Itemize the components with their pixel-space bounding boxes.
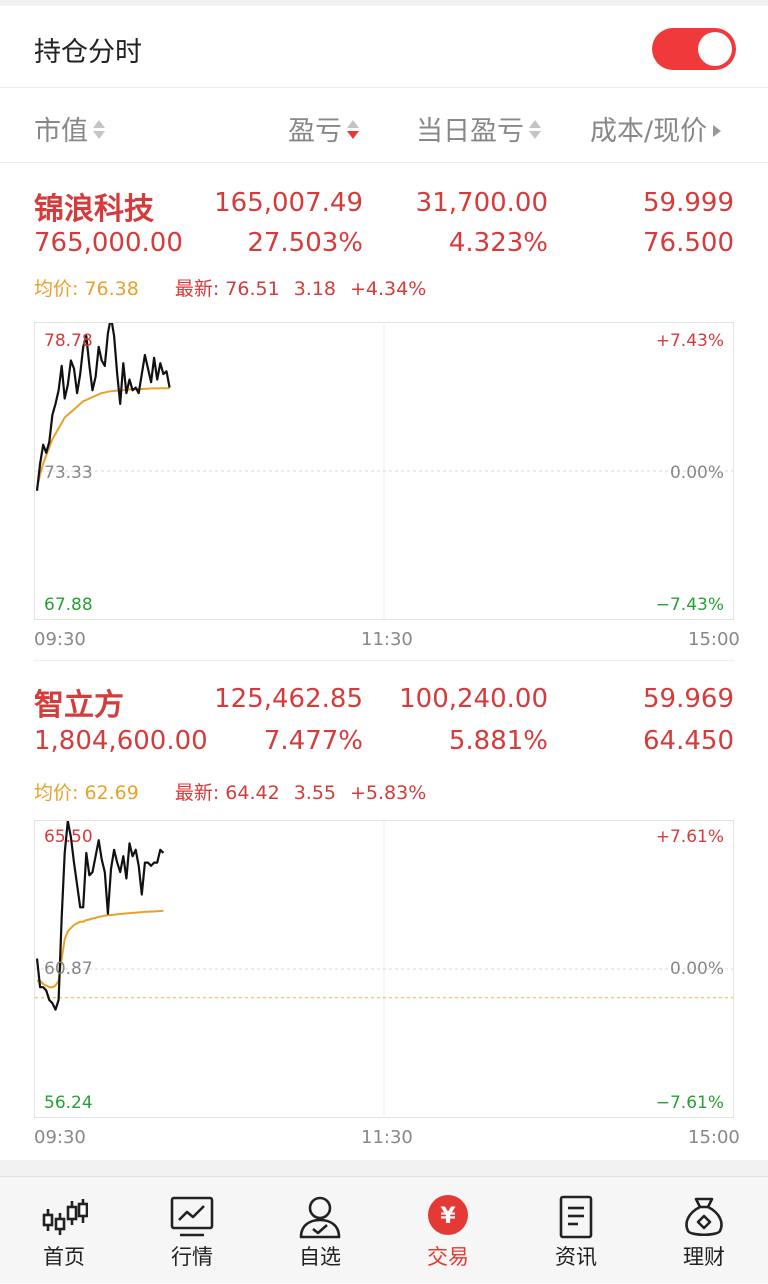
intraday-toggle[interactable] (652, 28, 736, 70)
time-end: 15:00 (688, 1127, 740, 1148)
col-cost-price-label: 成本/现价 (590, 116, 708, 147)
header-bar: 持仓分时 (0, 6, 768, 88)
sort-daily-pl[interactable]: 当日盈亏 (416, 109, 542, 148)
y-max-label: 65.50 (44, 827, 93, 847)
y-min-label: 56.24 (44, 1093, 93, 1113)
pct-max-label: +7.43% (655, 331, 724, 351)
daily-pl-pct: 4.323% (448, 228, 548, 258)
yuan-circle-icon: ¥ (428, 1195, 468, 1235)
tab-label: 交易 (427, 1245, 469, 1269)
tab-label: 行情 (171, 1245, 213, 1269)
avg-price-line (37, 909, 164, 989)
money-bag-icon (685, 1197, 723, 1237)
column-header-row: 市值 盈亏 当日盈亏 成本/现价 (0, 89, 768, 163)
user-check-icon (299, 1196, 341, 1239)
sort-cost-price[interactable]: 成本/现价 (590, 109, 722, 148)
trend-chart-icon (170, 1196, 214, 1237)
tab-home[interactable]: 首页 (0, 1177, 128, 1284)
market-value: 1,804,600.00 (34, 726, 208, 756)
sort-arrows-icon (92, 117, 106, 143)
y-mid-label: 73.33 (44, 463, 93, 483)
time-mid: 11:30 (361, 1127, 413, 1148)
divider (34, 660, 734, 661)
price-line (35, 323, 171, 491)
intraday-chart[interactable]: 65.50 60.87 56.24 +7.61% 0.00% −7.61% (34, 820, 734, 1118)
status-strip (0, 0, 768, 6)
tab-label: 理财 (683, 1245, 725, 1269)
profit-loss-value: 125,462.85 (214, 684, 363, 714)
change-value: 3.18 (293, 278, 336, 300)
last-price-label: 最新: 64.42 (174, 782, 280, 804)
pct-mid-label: 0.00% (669, 463, 724, 483)
price-line (35, 821, 165, 1011)
candlestick-icon (42, 1199, 88, 1235)
pct-min-label: −7.61% (655, 1093, 724, 1113)
tab-news[interactable]: 资讯 (512, 1177, 640, 1284)
pct-mid-label: 0.00% (669, 959, 724, 979)
time-mid: 11:30 (361, 629, 413, 650)
section-gap (0, 1160, 768, 1176)
cost-value: 59.969 (643, 684, 734, 714)
y-min-label: 67.88 (44, 595, 93, 615)
stock-name: 锦浪科技 (34, 192, 154, 227)
current-price: 76.500 (643, 228, 734, 258)
cost-value: 59.999 (643, 188, 734, 218)
change-pct: +5.83% (350, 782, 427, 804)
sort-profit-loss[interactable]: 盈亏 (288, 109, 360, 148)
tab-trade[interactable]: ¥ 交易 (384, 1177, 512, 1284)
tab-label: 首页 (43, 1245, 85, 1269)
time-start: 09:30 (34, 1127, 86, 1148)
tab-label: 自选 (299, 1245, 341, 1269)
daily-pl-value: 31,700.00 (415, 188, 548, 218)
bottom-tab-bar: 首页 行情 自选 ¥ 交易 (0, 1176, 768, 1283)
stock-name: 智立方 (34, 688, 124, 723)
avg-price-label: 均价: 76.38 (34, 278, 139, 300)
profit-loss-pct: 7.477% (263, 726, 363, 756)
sort-desc-icon (346, 117, 360, 143)
change-pct: +4.34% (350, 278, 427, 300)
pct-min-label: −7.43% (655, 595, 724, 615)
sort-arrows-icon (528, 117, 542, 143)
col-profit-loss-label: 盈亏 (288, 116, 342, 147)
intraday-chart[interactable]: 78.78 73.33 67.88 +7.43% 0.00% −7.43% (34, 322, 734, 620)
profit-loss-pct: 27.503% (247, 228, 363, 258)
page-title: 持仓分时 (34, 37, 142, 68)
tab-market[interactable]: 行情 (128, 1177, 256, 1284)
daily-pl-value: 100,240.00 (399, 684, 548, 714)
current-price: 64.450 (643, 726, 734, 756)
avg-price-label: 均价: 62.69 (34, 782, 139, 804)
price-info-line: 均价: 62.69 最新: 64.42 3.55 +5.83% (34, 778, 426, 805)
change-value: 3.55 (293, 782, 336, 804)
tab-watchlist[interactable]: 自选 (256, 1177, 384, 1284)
price-info-line: 均价: 76.38 最新: 76.51 3.18 +4.34% (34, 274, 426, 301)
document-icon (559, 1195, 593, 1239)
pct-max-label: +7.61% (655, 827, 724, 847)
tab-wealth[interactable]: 理财 (640, 1177, 768, 1284)
intraday-chart-svg (35, 821, 733, 1117)
y-max-label: 78.78 (44, 331, 93, 351)
market-value: 765,000.00 (34, 228, 183, 258)
intraday-chart-svg (35, 323, 733, 619)
avg-price-line (36, 387, 170, 489)
toggle-knob (698, 32, 732, 66)
sort-market-value[interactable]: 市值 (34, 109, 106, 148)
col-market-value-label: 市值 (34, 116, 88, 147)
time-end: 15:00 (688, 629, 740, 650)
time-start: 09:30 (34, 629, 86, 650)
y-mid-label: 60.87 (44, 959, 93, 979)
tab-label: 资讯 (555, 1245, 597, 1269)
scroll-right-icon (713, 125, 722, 137)
last-price-label: 最新: 76.51 (174, 278, 280, 300)
daily-pl-pct: 5.881% (448, 726, 548, 756)
col-daily-pl-label: 当日盈亏 (416, 116, 524, 147)
yuan-glyph: ¥ (440, 1204, 456, 1229)
profit-loss-value: 165,007.49 (214, 188, 363, 218)
